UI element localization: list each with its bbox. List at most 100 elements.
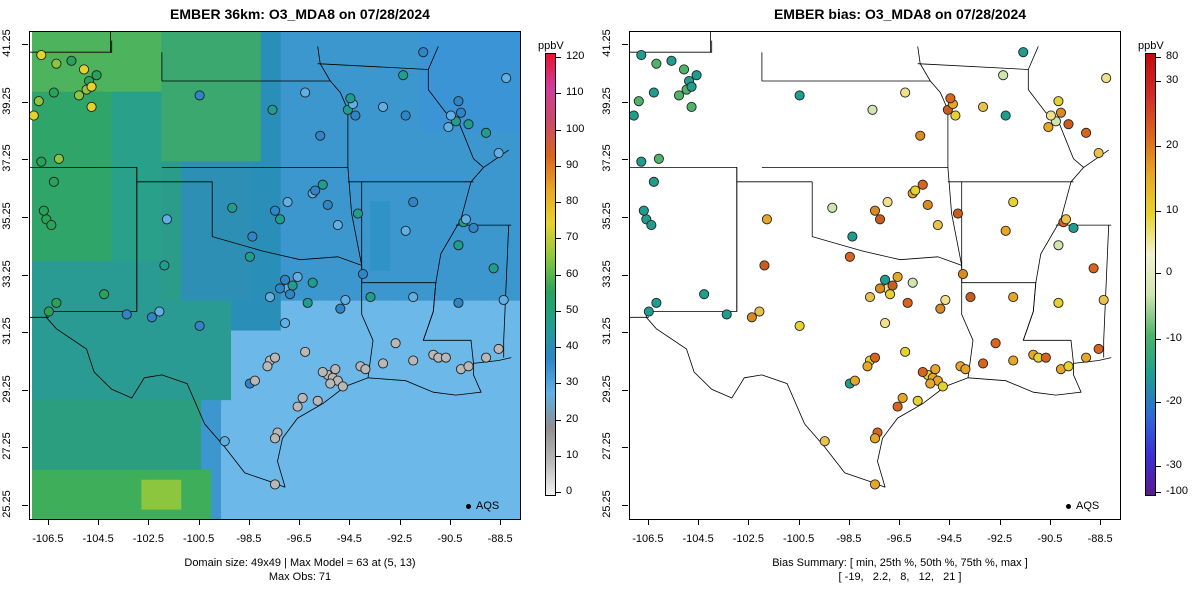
model-grid-cell <box>260 141 272 152</box>
model-grid-cell <box>151 191 162 202</box>
model-grid-cell <box>360 161 371 172</box>
model-grid-cell <box>499 360 511 371</box>
aqs-site-marker <box>86 81 97 92</box>
model-grid-cell <box>439 101 451 113</box>
model-grid-cell <box>141 310 152 322</box>
model-grid-cell <box>111 91 123 103</box>
model-grid-cell <box>489 320 501 331</box>
model-grid-cell <box>410 240 421 252</box>
model-grid-cell <box>360 61 371 73</box>
model-grid-cell <box>101 479 113 491</box>
model-grid-cell <box>181 41 192 53</box>
model-grid-cell <box>350 161 361 172</box>
aqs-site-marker <box>440 352 451 363</box>
colorbar-tick-label: 0 <box>1166 266 1173 278</box>
model-grid-cell <box>430 390 441 401</box>
model-grid-cell <box>350 81 361 93</box>
model-grid-cell <box>240 181 252 192</box>
aqs-site-marker <box>978 358 989 369</box>
model-grid-cell <box>51 270 63 282</box>
model-grid-cell <box>91 111 103 123</box>
model-grid-cell <box>499 221 511 232</box>
model-grid-cell <box>370 151 381 162</box>
model-grid-cell <box>111 459 123 471</box>
model-grid-cell <box>41 380 53 391</box>
model-grid-cell <box>489 51 501 63</box>
model-grid-cell <box>151 71 162 83</box>
model-grid-cell <box>310 300 322 312</box>
model-grid-cell <box>459 111 471 123</box>
model-grid-cell <box>81 32 93 43</box>
model-grid-cell <box>469 459 481 471</box>
model-grid-cell <box>240 91 252 103</box>
model-grid-cell <box>181 290 192 302</box>
model-grid-cell <box>479 32 491 43</box>
y-tick-mark <box>22 447 28 449</box>
model-grid-cell <box>201 121 212 132</box>
model-grid-cell <box>430 400 441 411</box>
model-grid-cell <box>330 121 341 132</box>
model-grid-cell <box>171 131 182 142</box>
model-grid-cell <box>240 509 252 519</box>
model-grid-cell <box>449 469 461 481</box>
model-grid-cell <box>191 439 202 451</box>
model-grid-cell <box>290 250 302 262</box>
colorbar-tick-mark <box>556 383 561 385</box>
model-grid-cell <box>380 420 391 431</box>
model-grid-cell <box>32 390 43 401</box>
model-grid-cell <box>400 191 411 202</box>
aqs-site-marker <box>194 320 205 331</box>
model-grid-cell <box>320 390 331 401</box>
model-grid-cell <box>499 32 511 43</box>
model-grid-cell <box>32 171 43 182</box>
model-grid-cell <box>380 449 391 461</box>
model-grid-cell <box>201 111 212 123</box>
model-grid-cell <box>499 141 511 152</box>
model-grid-cell <box>51 131 63 142</box>
model-grid-cell <box>390 161 401 172</box>
model-grid-cell <box>390 410 401 421</box>
model-grid-cell <box>459 260 471 272</box>
aqs-site-marker <box>1068 222 1079 234</box>
model-grid-cell <box>131 360 142 371</box>
model-grid-cell <box>41 161 53 172</box>
model-grid-cell <box>380 201 391 212</box>
aqs-site-marker <box>880 317 891 329</box>
model-grid-cell <box>310 161 322 172</box>
model-grid-cell <box>71 151 83 162</box>
model-grid-cell <box>171 121 182 132</box>
model-grid-cell <box>360 191 371 202</box>
model-grid-cell <box>41 449 53 461</box>
model-grid-cell <box>300 81 312 93</box>
model-grid-cell <box>111 370 123 381</box>
model-grid-cell <box>231 181 242 192</box>
model-grid-cell <box>410 360 421 371</box>
model-grid-cell <box>211 250 222 262</box>
model-grid-cell <box>380 350 391 361</box>
model-grid-cell <box>240 400 252 411</box>
aqs-site-marker <box>337 381 348 392</box>
model-grid-cell <box>41 121 53 132</box>
x-tick-label: -96.5 <box>286 533 312 545</box>
model-grid-cell <box>71 71 83 83</box>
model-grid-cell <box>211 211 222 222</box>
aqs-site-marker <box>759 260 770 271</box>
model-grid-cell <box>41 260 53 272</box>
model-grid-cell <box>499 439 511 451</box>
model-grid-cell <box>221 310 232 322</box>
model-grid-cell <box>300 131 312 142</box>
model-grid-cell <box>439 71 451 83</box>
model-grid-cell <box>221 260 232 272</box>
model-grid-cell <box>449 459 461 471</box>
model-grid-cell <box>270 390 282 401</box>
model-grid-cell <box>340 459 351 471</box>
model-grid-cell <box>101 51 113 63</box>
model-grid-cell <box>91 439 103 451</box>
model-grid-cell <box>161 400 172 411</box>
model-grid-cell <box>181 420 192 431</box>
model-grid-cell <box>260 91 272 103</box>
aqs-site-marker <box>360 364 371 375</box>
model-grid-cell <box>469 201 481 212</box>
model-grid-cell <box>280 101 292 113</box>
model-grid-cell <box>61 141 73 152</box>
